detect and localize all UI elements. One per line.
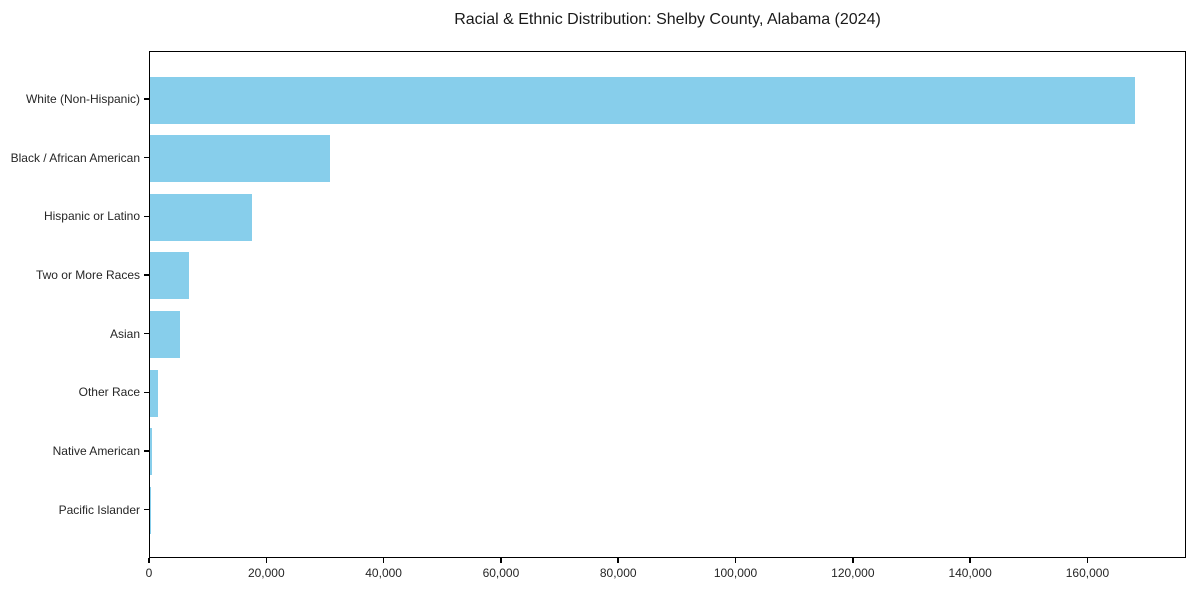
- x-tick-label: 80,000: [599, 566, 637, 580]
- y-tick-mark: [144, 215, 149, 218]
- x-tick-label: 20,000: [247, 566, 285, 580]
- y-tick-label: Other Race: [78, 385, 140, 400]
- y-tick-label: Pacific Islander: [58, 502, 140, 517]
- y-tick-label: White (Non-Hispanic): [25, 92, 140, 106]
- y-tick-label: Two or More Races: [35, 267, 140, 282]
- x-tick-mark: [734, 558, 737, 563]
- y-tick-mark: [144, 274, 149, 276]
- x-tick-label: 160,000: [1065, 566, 1110, 580]
- bar: [150, 311, 180, 359]
- x-tick-mark: [969, 558, 971, 563]
- x-tick-mark: [265, 558, 268, 563]
- x-tick-label: 0: [145, 566, 153, 580]
- y-tick-mark: [144, 391, 149, 393]
- bar: [150, 135, 330, 183]
- x-tick-label: 120,000: [831, 566, 875, 580]
- x-tick-label: 100,000: [713, 566, 758, 580]
- bar: [150, 252, 189, 300]
- x-tick-mark: [382, 558, 385, 563]
- y-tick-label: Native American: [52, 443, 140, 458]
- y-tick-label: Hispanic or Latino: [43, 209, 140, 224]
- y-tick-mark: [144, 332, 149, 335]
- x-tick-mark: [1086, 558, 1089, 563]
- chart-title: Racial & Ethnic Distribution: Shelby Cou…: [454, 11, 881, 28]
- y-tick-label: Black / African American: [10, 150, 140, 165]
- y-tick-mark: [144, 98, 149, 100]
- x-tick-mark: [617, 558, 619, 563]
- x-tick-label: 40,000: [365, 566, 402, 580]
- x-tick-label: 60,000: [482, 566, 520, 580]
- plot-area: [149, 51, 1186, 558]
- bar: [150, 487, 151, 535]
- y-tick-label: Asian: [109, 326, 140, 341]
- bar: [150, 369, 159, 417]
- bar: [150, 193, 252, 241]
- bar: [150, 76, 1136, 124]
- y-tick-mark: [144, 156, 149, 159]
- x-tick-label: 140,000: [948, 566, 992, 580]
- x-tick-mark: [148, 558, 150, 563]
- y-tick-mark: [144, 450, 149, 452]
- bar: [150, 428, 152, 476]
- x-tick-mark: [852, 558, 854, 563]
- y-tick-mark: [144, 508, 149, 511]
- x-tick-mark: [500, 558, 502, 563]
